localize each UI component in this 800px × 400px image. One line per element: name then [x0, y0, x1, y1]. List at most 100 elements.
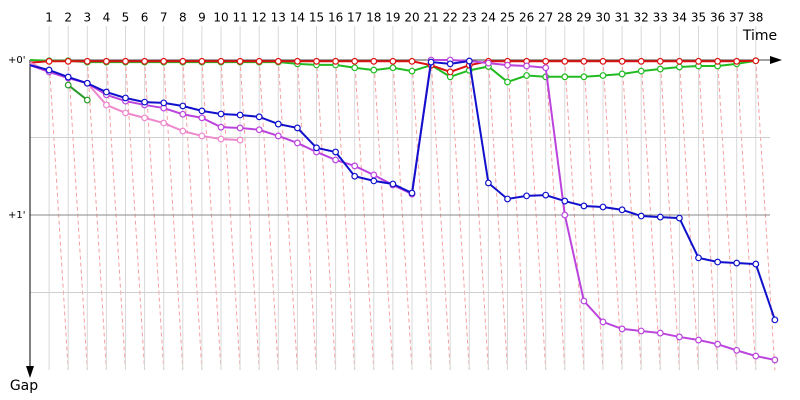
point: [580, 297, 588, 305]
point: [351, 64, 359, 72]
point: [752, 352, 760, 360]
point: [83, 96, 91, 104]
point: [160, 119, 168, 127]
point: [676, 57, 683, 65]
point: [599, 57, 607, 65]
x-tick-label: 5: [122, 11, 130, 25]
point: [695, 336, 702, 344]
point: [236, 124, 244, 132]
point: [446, 60, 454, 68]
point: [599, 203, 607, 211]
point: [427, 58, 435, 66]
point: [45, 66, 53, 74]
point: [504, 78, 511, 86]
x-tick-label: 8: [179, 11, 187, 25]
point: [580, 73, 588, 81]
point: [733, 57, 741, 65]
point: [122, 109, 129, 117]
point: [294, 57, 301, 65]
point: [637, 57, 645, 65]
point: [389, 64, 397, 72]
x-tick-label: 4: [103, 11, 111, 25]
point: [408, 57, 416, 65]
x-tick-label: 18: [366, 11, 381, 25]
point: [236, 136, 244, 144]
point: [64, 73, 72, 81]
point: [370, 177, 378, 185]
x-tick-label: 24: [481, 11, 496, 25]
point: [752, 57, 760, 65]
point: [351, 172, 359, 180]
point: [656, 65, 664, 73]
x-tick-label: 12: [252, 11, 267, 25]
point: [198, 114, 206, 122]
point: [83, 79, 91, 87]
point: [64, 57, 72, 65]
point: [599, 318, 607, 326]
point: [542, 57, 550, 65]
x-tick-label: 25: [500, 11, 515, 25]
point: [236, 111, 244, 119]
point: [561, 197, 569, 205]
point: [274, 132, 282, 140]
x-tick-label: 36: [710, 11, 725, 25]
x-tick-label: 13: [271, 11, 286, 25]
point: [370, 57, 378, 65]
point: [618, 325, 626, 333]
point: [695, 57, 702, 65]
point: [217, 57, 225, 65]
x-tick-label: 11: [232, 11, 247, 25]
y-axis-label: Gap: [10, 378, 38, 394]
x-tick-label: 15: [309, 11, 324, 25]
x-tick-label: 31: [614, 11, 629, 25]
x-tick-label: 37: [729, 11, 744, 25]
point: [370, 66, 378, 74]
point: [217, 110, 225, 118]
point: [179, 102, 187, 110]
point: [217, 123, 225, 131]
point: [752, 260, 760, 268]
point: [618, 57, 626, 65]
point: [217, 135, 225, 143]
x-tick-label: 17: [347, 11, 362, 25]
point: [523, 72, 530, 79]
point: [714, 258, 721, 266]
decoration: [30, 26, 776, 371]
point: [102, 88, 110, 96]
x-tick-label: 29: [576, 11, 591, 25]
point: [618, 206, 626, 214]
y-tick-label: +0': [8, 55, 26, 66]
x-arrow: [770, 56, 782, 64]
x-tick-label: 9: [198, 11, 206, 25]
point: [733, 259, 741, 267]
point: [122, 94, 129, 102]
point: [771, 356, 779, 364]
point: [561, 73, 569, 81]
x-tick-label: 23: [462, 11, 477, 25]
x-tick-label: 20: [404, 11, 419, 25]
point: [523, 192, 530, 200]
x-tick-label: 7: [160, 11, 168, 25]
point: [389, 57, 397, 65]
point: [446, 68, 454, 76]
point: [408, 189, 416, 197]
x-tick-label: 28: [557, 11, 572, 25]
point: [332, 156, 340, 164]
point: [141, 57, 149, 65]
point: [676, 333, 683, 341]
point: [198, 107, 206, 115]
point: [332, 148, 340, 156]
x-tick-label: 22: [443, 11, 458, 25]
point: [656, 57, 664, 65]
point: [255, 57, 263, 65]
y-arrow: [26, 366, 34, 378]
point: [351, 162, 359, 170]
point: [504, 61, 511, 69]
point: [294, 139, 301, 147]
x-tick-label: 14: [290, 11, 305, 25]
point: [351, 57, 359, 65]
point: [160, 57, 168, 65]
point: [485, 179, 492, 187]
point: [542, 191, 550, 199]
